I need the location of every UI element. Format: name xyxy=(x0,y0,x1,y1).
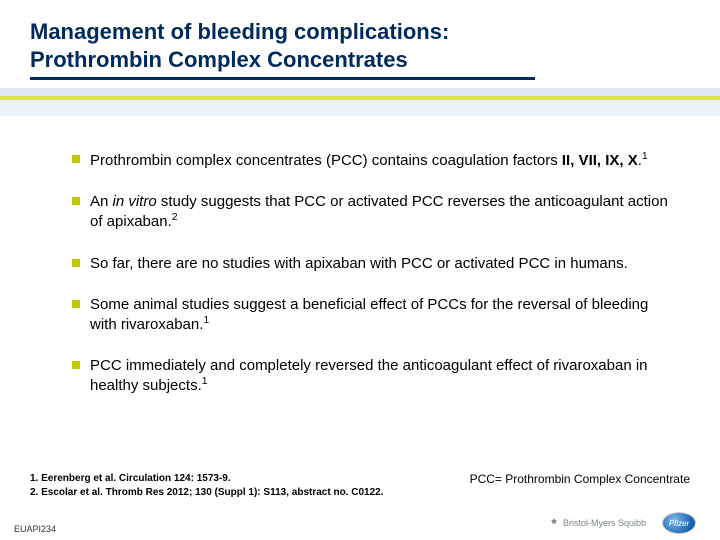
slide-title: Management of bleeding complications: Pr… xyxy=(30,18,535,80)
abbreviation: PCC= Prothrombin Complex Concentrate xyxy=(470,472,690,486)
footer-id: EUAPI234 xyxy=(14,524,56,534)
pfizer-logo: Pfizer xyxy=(662,512,696,534)
bullet-item: So far, there are no studies with apixab… xyxy=(72,254,672,273)
bullet-text: An in vitro study suggests that PCC or a… xyxy=(90,192,672,231)
references: 1. Eerenberg et al. Circulation 124: 157… xyxy=(30,472,383,499)
bullet-item: PCC immediately and completely reversed … xyxy=(72,356,672,395)
reference-1: 1. Eerenberg et al. Circulation 124: 157… xyxy=(30,472,383,486)
bullet-icon xyxy=(72,361,80,369)
bullet-list: Prothrombin complex concentrates (PCC) c… xyxy=(72,150,672,418)
bullet-item: Prothrombin complex concentrates (PCC) c… xyxy=(72,150,672,170)
slide: Management of bleeding complications: Pr… xyxy=(0,0,720,540)
logo-area: Bristol-Myers Squibb Pfizer xyxy=(548,512,696,534)
title-line-1: Management of bleeding complications: xyxy=(30,19,449,44)
reference-2: 2. Escolar et al. Thromb Res 2012; 130 (… xyxy=(30,486,383,500)
bullet-text: Some animal studies suggest a beneficial… xyxy=(90,295,672,334)
title-line-2: Prothrombin Complex Concentrates xyxy=(30,47,408,72)
bms-logo: Bristol-Myers Squibb xyxy=(548,517,646,529)
bullet-text: Prothrombin complex concentrates (PCC) c… xyxy=(90,150,672,170)
bullet-icon xyxy=(72,197,80,205)
bullet-icon xyxy=(72,155,80,163)
bullet-item: An in vitro study suggests that PCC or a… xyxy=(72,192,672,231)
decor-band xyxy=(0,88,720,116)
bullet-icon xyxy=(72,300,80,308)
bullet-icon xyxy=(72,259,80,267)
hand-icon xyxy=(548,517,560,529)
bullet-text: PCC immediately and completely reversed … xyxy=(90,356,672,395)
bullet-item: Some animal studies suggest a beneficial… xyxy=(72,295,672,334)
bullet-text: So far, there are no studies with apixab… xyxy=(90,254,672,273)
